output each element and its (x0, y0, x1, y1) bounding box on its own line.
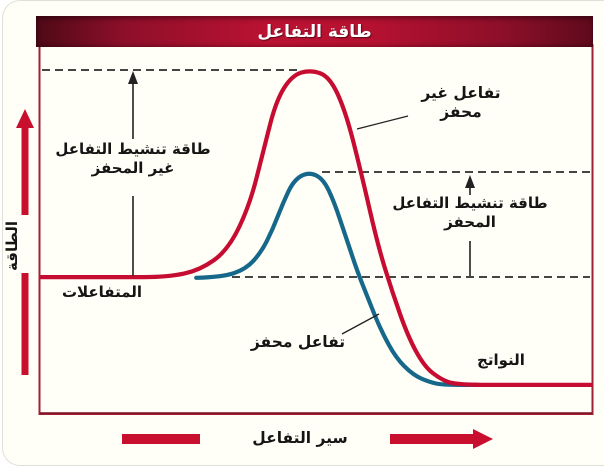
catalyzed-curve-label: تفاعل محفز (250, 333, 346, 351)
catalyzed-activation-label: طاقة تنشيط التفاعل المحفز (382, 194, 558, 232)
reactants-label: المتفاعلات (61, 283, 143, 301)
products-label: النواتج (477, 351, 525, 369)
catalyzed-activation-line1: طاقة تنشيط التفاعل (392, 194, 548, 212)
uncatalyzed-activation-label: طاقة تنشيط التفاعل غير المحفز (45, 140, 221, 178)
uncatalyzed-activation-line2: غير المحفز (91, 158, 175, 177)
energy-axis-bar (21, 273, 29, 375)
uncatalyzed-activation-arrow (128, 71, 138, 276)
progress-axis-right-arrow (390, 429, 493, 449)
energy-axis-label: الطاقة (3, 221, 21, 271)
chart-title: طاقة التفاعل (257, 21, 372, 42)
page-background (2, 0, 604, 466)
catalyzed-reaction-curve (194, 171, 480, 387)
title-bar: طاقة التفاعل (36, 16, 593, 47)
uncatalyzed-curve-label: تفاعل غير محفز (421, 84, 501, 122)
catalyzed-activation-arrow (465, 175, 475, 276)
uncatalyzed-label-pointer-line (356, 115, 409, 130)
catalyzed-activation-line2: المحفز (444, 212, 496, 231)
catalyzed-label-pointer-line (341, 313, 380, 335)
progress-axis-label: سير التفاعل (252, 429, 348, 447)
uncatalyzed-activation-line1: طاقة تنشيط التفاعل (55, 140, 211, 158)
energy-axis-up-arrow (16, 109, 34, 215)
uncatalyzed-reaction-curve (39, 69, 593, 387)
progress-axis-bar (122, 434, 200, 444)
